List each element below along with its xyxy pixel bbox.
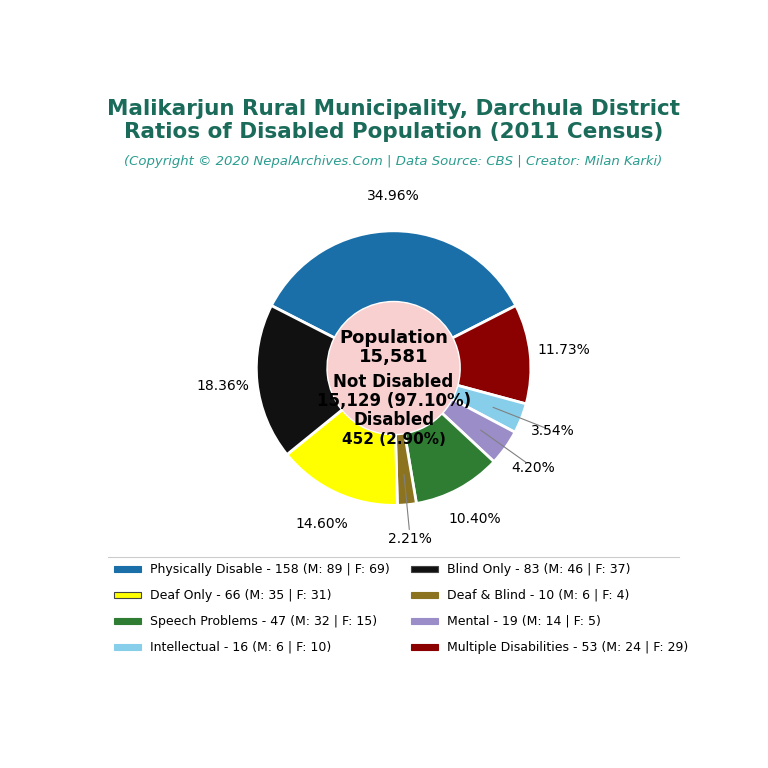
Wedge shape: [452, 306, 531, 404]
Text: Deaf & Blind - 10 (M: 6 | F: 4): Deaf & Blind - 10 (M: 6 | F: 4): [447, 588, 630, 601]
Text: 15,129 (97.10%): 15,129 (97.10%): [316, 392, 471, 410]
Text: Speech Problems - 47 (M: 32 | F: 15): Speech Problems - 47 (M: 32 | F: 15): [150, 614, 376, 627]
FancyBboxPatch shape: [114, 618, 141, 624]
FancyBboxPatch shape: [412, 592, 439, 598]
Wedge shape: [452, 386, 526, 432]
Text: Disabled: Disabled: [353, 411, 434, 429]
FancyBboxPatch shape: [114, 566, 141, 572]
Text: 10.40%: 10.40%: [449, 512, 502, 526]
FancyBboxPatch shape: [412, 618, 439, 624]
Text: 34.96%: 34.96%: [367, 190, 420, 204]
Text: 11.73%: 11.73%: [538, 343, 591, 357]
Text: 14.60%: 14.60%: [296, 517, 348, 531]
Text: Multiple Disabilities - 53 (M: 24 | F: 29): Multiple Disabilities - 53 (M: 24 | F: 2…: [447, 641, 688, 654]
FancyBboxPatch shape: [412, 644, 439, 650]
FancyBboxPatch shape: [114, 592, 141, 598]
Text: 18.36%: 18.36%: [197, 379, 250, 393]
FancyBboxPatch shape: [114, 644, 141, 650]
Text: Population: Population: [339, 329, 448, 347]
Text: Blind Only - 83 (M: 46 | F: 37): Blind Only - 83 (M: 46 | F: 37): [447, 562, 631, 575]
Text: 4.20%: 4.20%: [511, 461, 555, 475]
Wedge shape: [257, 306, 343, 455]
Text: 2.21%: 2.21%: [389, 532, 432, 546]
Text: (Copyright © 2020 NepalArchives.Com | Data Source: CBS | Creator: Milan Karki): (Copyright © 2020 NepalArchives.Com | Da…: [124, 155, 663, 168]
Text: 15,581: 15,581: [359, 348, 429, 366]
Text: Deaf Only - 66 (M: 35 | F: 31): Deaf Only - 66 (M: 35 | F: 31): [150, 588, 331, 601]
Circle shape: [328, 302, 459, 434]
Text: Ratios of Disabled Population (2011 Census): Ratios of Disabled Population (2011 Cens…: [124, 122, 664, 142]
Wedge shape: [442, 399, 515, 462]
Text: Physically Disable - 158 (M: 89 | F: 69): Physically Disable - 158 (M: 89 | F: 69): [150, 562, 389, 575]
Wedge shape: [396, 433, 416, 505]
Wedge shape: [271, 231, 516, 338]
FancyBboxPatch shape: [412, 566, 439, 572]
Text: Malikarjun Rural Municipality, Darchula District: Malikarjun Rural Municipality, Darchula …: [107, 99, 680, 119]
Text: 452 (2.90%): 452 (2.90%): [342, 432, 445, 447]
Text: Intellectual - 16 (M: 6 | F: 10): Intellectual - 16 (M: 6 | F: 10): [150, 641, 331, 654]
Wedge shape: [405, 413, 494, 504]
Text: Not Disabled: Not Disabled: [333, 372, 454, 391]
Wedge shape: [287, 409, 397, 505]
Text: 3.54%: 3.54%: [531, 424, 575, 438]
Text: Mental - 19 (M: 14 | F: 5): Mental - 19 (M: 14 | F: 5): [447, 614, 601, 627]
